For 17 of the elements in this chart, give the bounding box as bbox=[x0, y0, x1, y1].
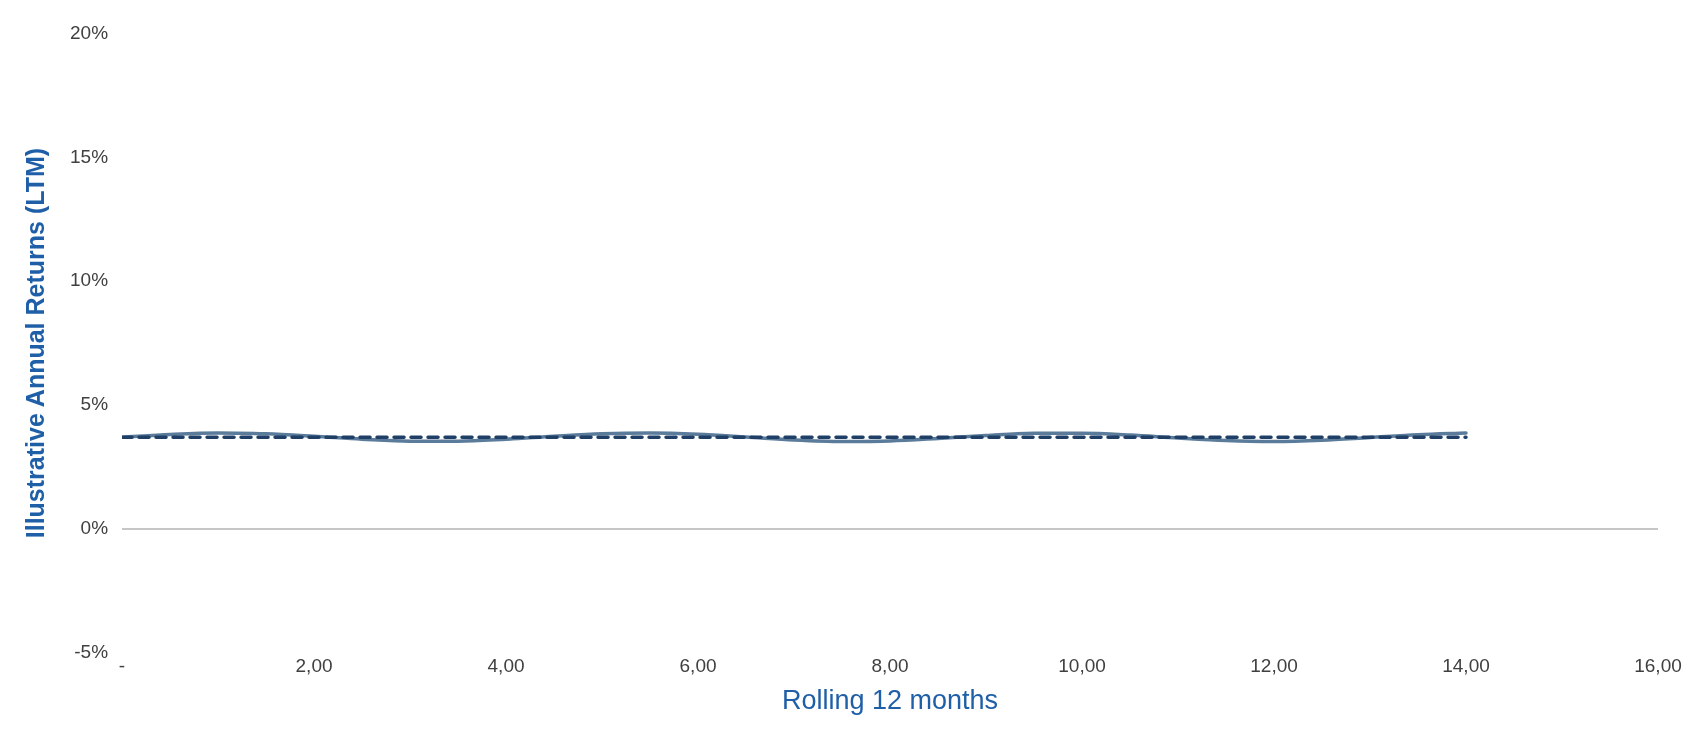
y-tick-label: -5% bbox=[74, 641, 109, 663]
x-tick-label: 10,00 bbox=[1058, 655, 1106, 677]
y-tick-label: 20% bbox=[70, 21, 109, 43]
y-tick-label: 15% bbox=[70, 145, 109, 167]
x-tick-label: 8,00 bbox=[871, 655, 909, 677]
x-tick-label: 2,00 bbox=[295, 655, 333, 677]
x-tick-label: 6,00 bbox=[679, 655, 717, 677]
x-tick-label: - bbox=[118, 655, 126, 677]
x-tick-label: 16,00 bbox=[1634, 655, 1682, 677]
y-tick-label: 0% bbox=[80, 517, 109, 539]
y-tick-label: 5% bbox=[80, 393, 109, 415]
x-tick-label: 12,00 bbox=[1250, 655, 1298, 677]
x-tick-label: 4,00 bbox=[487, 655, 525, 677]
y-tick-label: 10% bbox=[70, 269, 109, 291]
x-axis-title: Rolling 12 months bbox=[781, 685, 999, 716]
y-axis-title: Illustrative Annual Returns (LTM) bbox=[20, 147, 49, 539]
x-tick-label: 14,00 bbox=[1442, 655, 1490, 677]
